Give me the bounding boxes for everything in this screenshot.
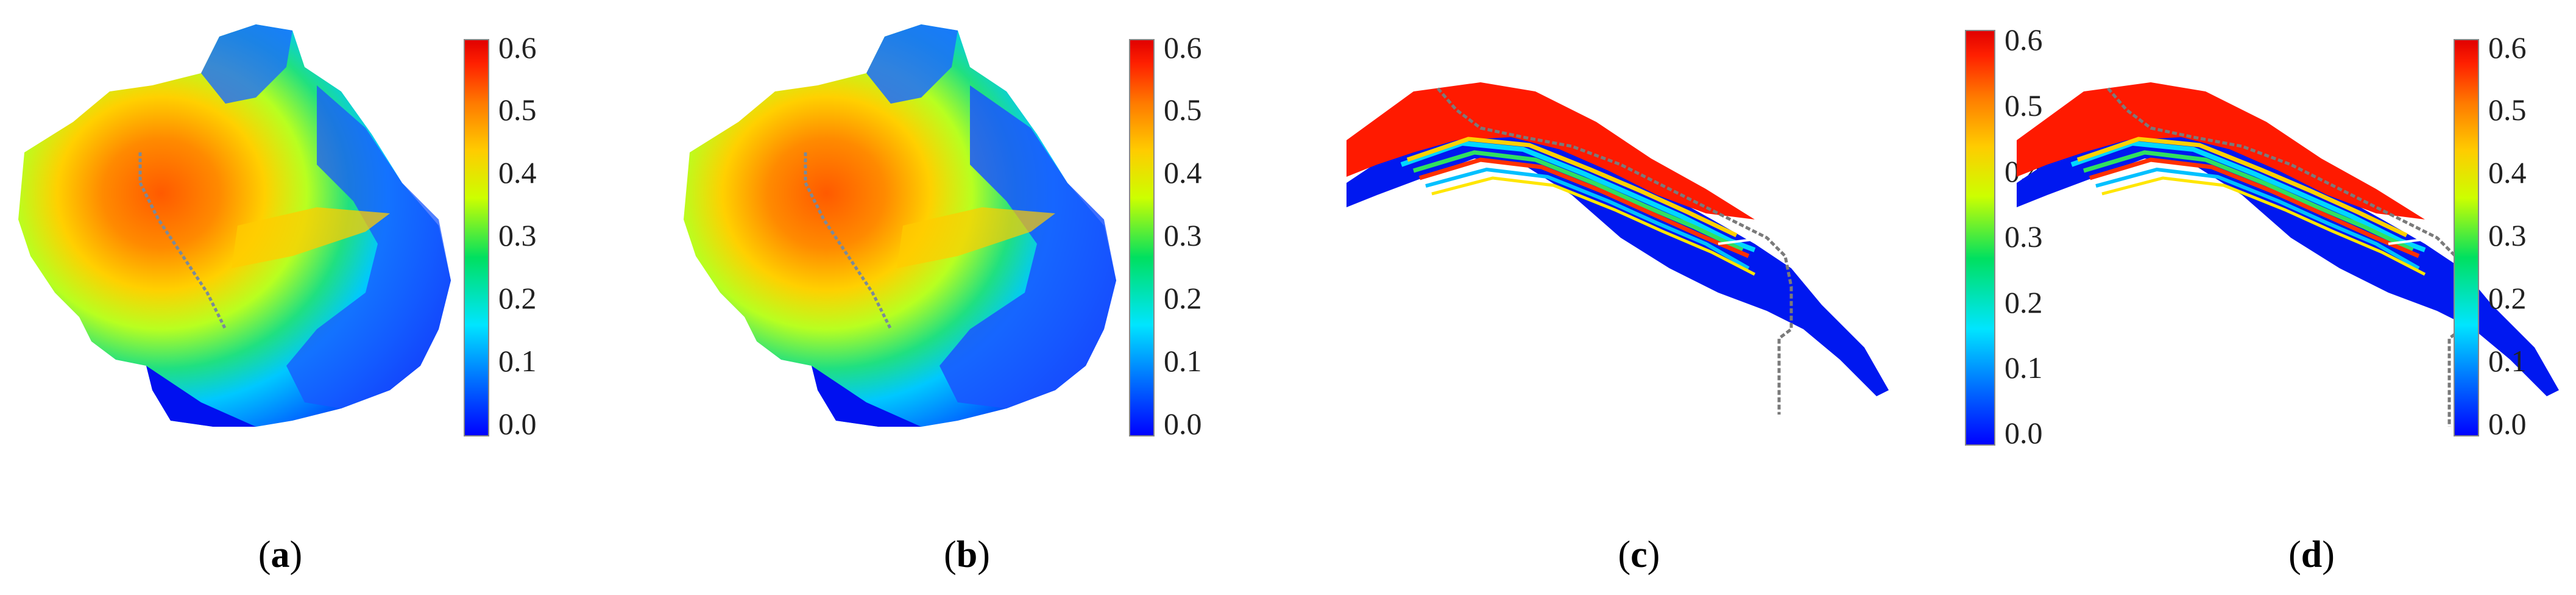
tick-label: 0.6 [2488,30,2527,65]
panel-c: 0.6 0.5 0.4 0.3 0.2 0.1 0.0 (c) [1346,23,2043,575]
saturation-map-b [684,24,1116,427]
colorbar-ticks-c: 0.6 0.5 0.4 0.3 0.2 0.1 0.0 [2005,23,2043,450]
tick-label: 0.0 [2488,407,2527,441]
caption-b: (b) [944,534,990,575]
colorbar-c [1965,30,1995,446]
tick-label: 0.5 [2488,93,2527,127]
colorbar-ticks-d: 0.6 0.5 0.4 0.3 0.2 0.1 0.0 [2488,30,2527,441]
tick-label: 0.5 [2005,88,2043,123]
caption-a: (a) [258,534,302,575]
tick-label: 0.3 [1164,218,1202,252]
cross-section-d [2017,82,2559,427]
tick-label: 0.2 [498,281,537,315]
colorbar-b [1129,39,1155,436]
tick-label: 0.4 [1164,155,1202,190]
panel-a: 0.6 0.5 0.4 0.3 0.2 0.1 0.0 (a) [18,24,537,575]
caption-d: (d) [2288,534,2335,575]
tick-label: 0.5 [498,93,537,127]
tick-label: 0.1 [2488,344,2527,378]
tick-label: 0.2 [1164,281,1202,315]
tick-label: 0.6 [1164,30,1202,65]
tick-label: 0.1 [498,344,537,378]
tick-label: 0.3 [498,218,537,252]
tick-label: 0.4 [498,155,537,190]
colorbar-a [464,39,489,436]
cross-section-c [1346,82,1889,415]
tick-label: 0.1 [1164,344,1202,378]
tick-label: 0.3 [2005,219,2043,254]
caption-c: (c) [1618,534,1660,575]
tick-label: 0.6 [2005,23,2043,57]
panel-b: 0.6 0.5 0.4 0.3 0.2 0.1 0.0 (b) [684,24,1202,575]
tick-label: 0.4 [2488,155,2527,190]
tick-label: 0.1 [2005,351,2043,385]
tick-label: 0.0 [498,407,537,441]
colorbar-ticks-a: 0.6 0.5 0.4 0.3 0.2 0.1 0.0 [498,30,537,441]
colorbar-d [2454,39,2479,436]
tick-label: 0.2 [2005,285,2043,319]
tick-label: 0.5 [1164,93,1202,127]
tick-label: 0.0 [2005,416,2043,450]
colorbar-ticks-b: 0.6 0.5 0.4 0.3 0.2 0.1 0.0 [1164,30,1202,441]
tick-label: 0.6 [498,30,537,65]
saturation-map-a [18,24,451,427]
panel-d: 0.6 0.5 0.4 0.3 0.2 0.1 0.0 (d) [2017,30,2559,575]
tick-label: 0.2 [2488,281,2527,315]
tick-label: 0.0 [1164,407,1202,441]
tick-label: 0.3 [2488,218,2527,252]
